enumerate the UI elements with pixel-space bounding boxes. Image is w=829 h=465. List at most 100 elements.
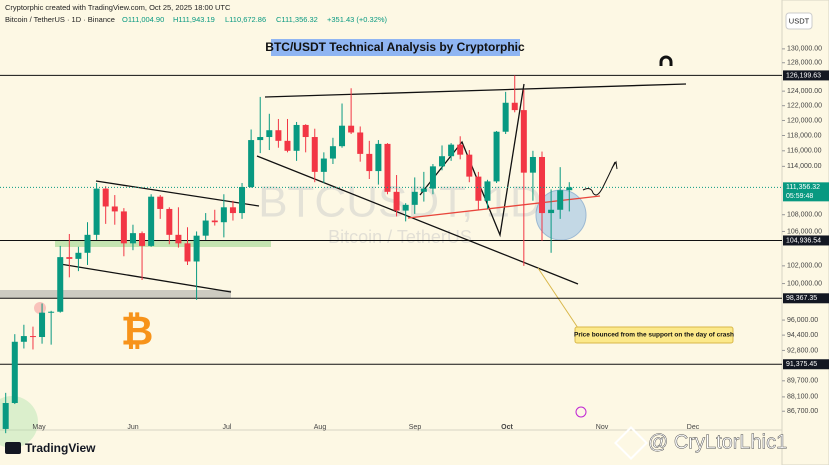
x-tick-label: Dec <box>687 424 700 431</box>
candle-body <box>175 234 182 244</box>
candle-body <box>357 132 364 154</box>
y-tick-label: 89,700.00 <box>787 378 818 385</box>
last-price-label: 111,356.32 <box>786 184 820 191</box>
x-tick-label: Sep <box>409 424 422 431</box>
arrowhead <box>611 160 618 170</box>
candle-body <box>402 204 409 211</box>
candle-body <box>320 158 327 172</box>
candle-body <box>111 206 118 212</box>
countdown: 05:59:48 <box>786 193 813 200</box>
candle-body <box>93 188 100 235</box>
candle-body <box>157 196 164 209</box>
candle-body <box>202 220 209 236</box>
magnet-icon[interactable] <box>659 55 673 66</box>
candle-body <box>457 144 464 155</box>
candle-body <box>239 186 246 214</box>
candle-body <box>311 137 318 172</box>
watermark-sub: Bitcoin / TetherUS <box>328 227 472 247</box>
candle-body <box>548 209 555 214</box>
candle-body <box>184 243 191 262</box>
candle-body <box>29 336 36 338</box>
support-zone <box>55 240 271 247</box>
candle-body <box>229 207 236 214</box>
candle-body <box>284 140 291 151</box>
candle-body <box>393 191 400 211</box>
candle-body <box>429 166 436 189</box>
candle-body <box>129 233 136 244</box>
level-label-box <box>783 293 829 304</box>
candle-body <box>566 187 573 191</box>
candle-body <box>466 154 473 177</box>
candle-body <box>493 131 500 182</box>
candle-body <box>448 144 455 157</box>
x-tick-label: Nov <box>596 424 609 431</box>
y-tick-label: 96,000.00 <box>787 317 818 324</box>
footer: TradingView @ CryLtorLhic1 <box>5 426 788 460</box>
callout-box <box>574 326 734 344</box>
x-tick-label: Jun <box>127 424 138 431</box>
y-tick-label: 88,100.00 <box>787 394 818 401</box>
level-label-box <box>783 359 829 370</box>
event-icon[interactable] <box>575 406 587 418</box>
currency: USDT <box>789 16 810 25</box>
candle-body <box>211 220 218 223</box>
candle-body <box>293 124 300 151</box>
candle-body <box>148 196 155 246</box>
last-price-box <box>783 182 829 202</box>
y-tick-label: 92,800.00 <box>787 347 818 354</box>
support-zone <box>0 290 231 298</box>
projection <box>582 161 616 196</box>
level-label: 104,936.54 <box>786 237 821 244</box>
y-tick-label: 116,000.00 <box>787 148 822 155</box>
level-label-box <box>783 235 829 246</box>
y-tick-label: 120,000.00 <box>787 117 822 124</box>
symbol: Bitcoin / TetherUS · 1D · Binance <box>5 15 115 24</box>
title-box <box>271 39 520 56</box>
y-tick-label: 114,000.00 <box>787 163 822 170</box>
candle-body <box>139 233 146 246</box>
y-tick-label: 118,000.00 <box>787 132 822 139</box>
candle-body <box>475 176 482 201</box>
candle-body <box>84 234 91 253</box>
candle-body <box>557 190 564 210</box>
candle-body <box>248 140 255 187</box>
handle-logo <box>614 426 648 460</box>
y-tick-label: 100,000.00 <box>787 280 822 287</box>
candle-body <box>520 110 527 173</box>
candle-body <box>11 341 18 404</box>
trendline <box>407 195 601 219</box>
y-tick-label: 106,000.00 <box>787 228 822 235</box>
candle-body <box>511 102 518 111</box>
level-label: 91,375.45 <box>786 361 817 368</box>
y-tick-label: 102,000.00 <box>787 263 822 270</box>
ohlc-close: C111,356.32 <box>276 15 318 24</box>
candle-body <box>366 153 373 172</box>
candle-body <box>384 143 391 192</box>
candle-body <box>39 312 46 338</box>
brand: TradingView <box>25 441 96 455</box>
x-tick-label: Oct <box>501 424 513 431</box>
highlight <box>34 302 46 314</box>
candle-body <box>339 125 346 147</box>
highlight <box>0 396 38 448</box>
candle-body <box>193 235 200 262</box>
level-label-box <box>783 70 829 81</box>
candle-body <box>484 181 491 201</box>
candle-body <box>48 311 55 313</box>
candle-body <box>348 125 355 133</box>
candle-body <box>420 188 427 192</box>
y-tick-label: 130,000.00 <box>787 46 822 53</box>
y-tick-label: 86,700.00 <box>787 408 818 415</box>
candle-body <box>329 146 336 159</box>
trendlines <box>59 83 687 293</box>
candle-body <box>102 188 109 207</box>
callout-text: Price bounced from the support on the da… <box>574 332 734 339</box>
watermark: BTCUSDT, 1D <box>258 178 542 227</box>
candle-body <box>57 257 64 312</box>
candle-body <box>166 208 173 235</box>
candle-body <box>375 143 382 172</box>
handle: @ CryLtorLhic1 <box>648 431 787 453</box>
